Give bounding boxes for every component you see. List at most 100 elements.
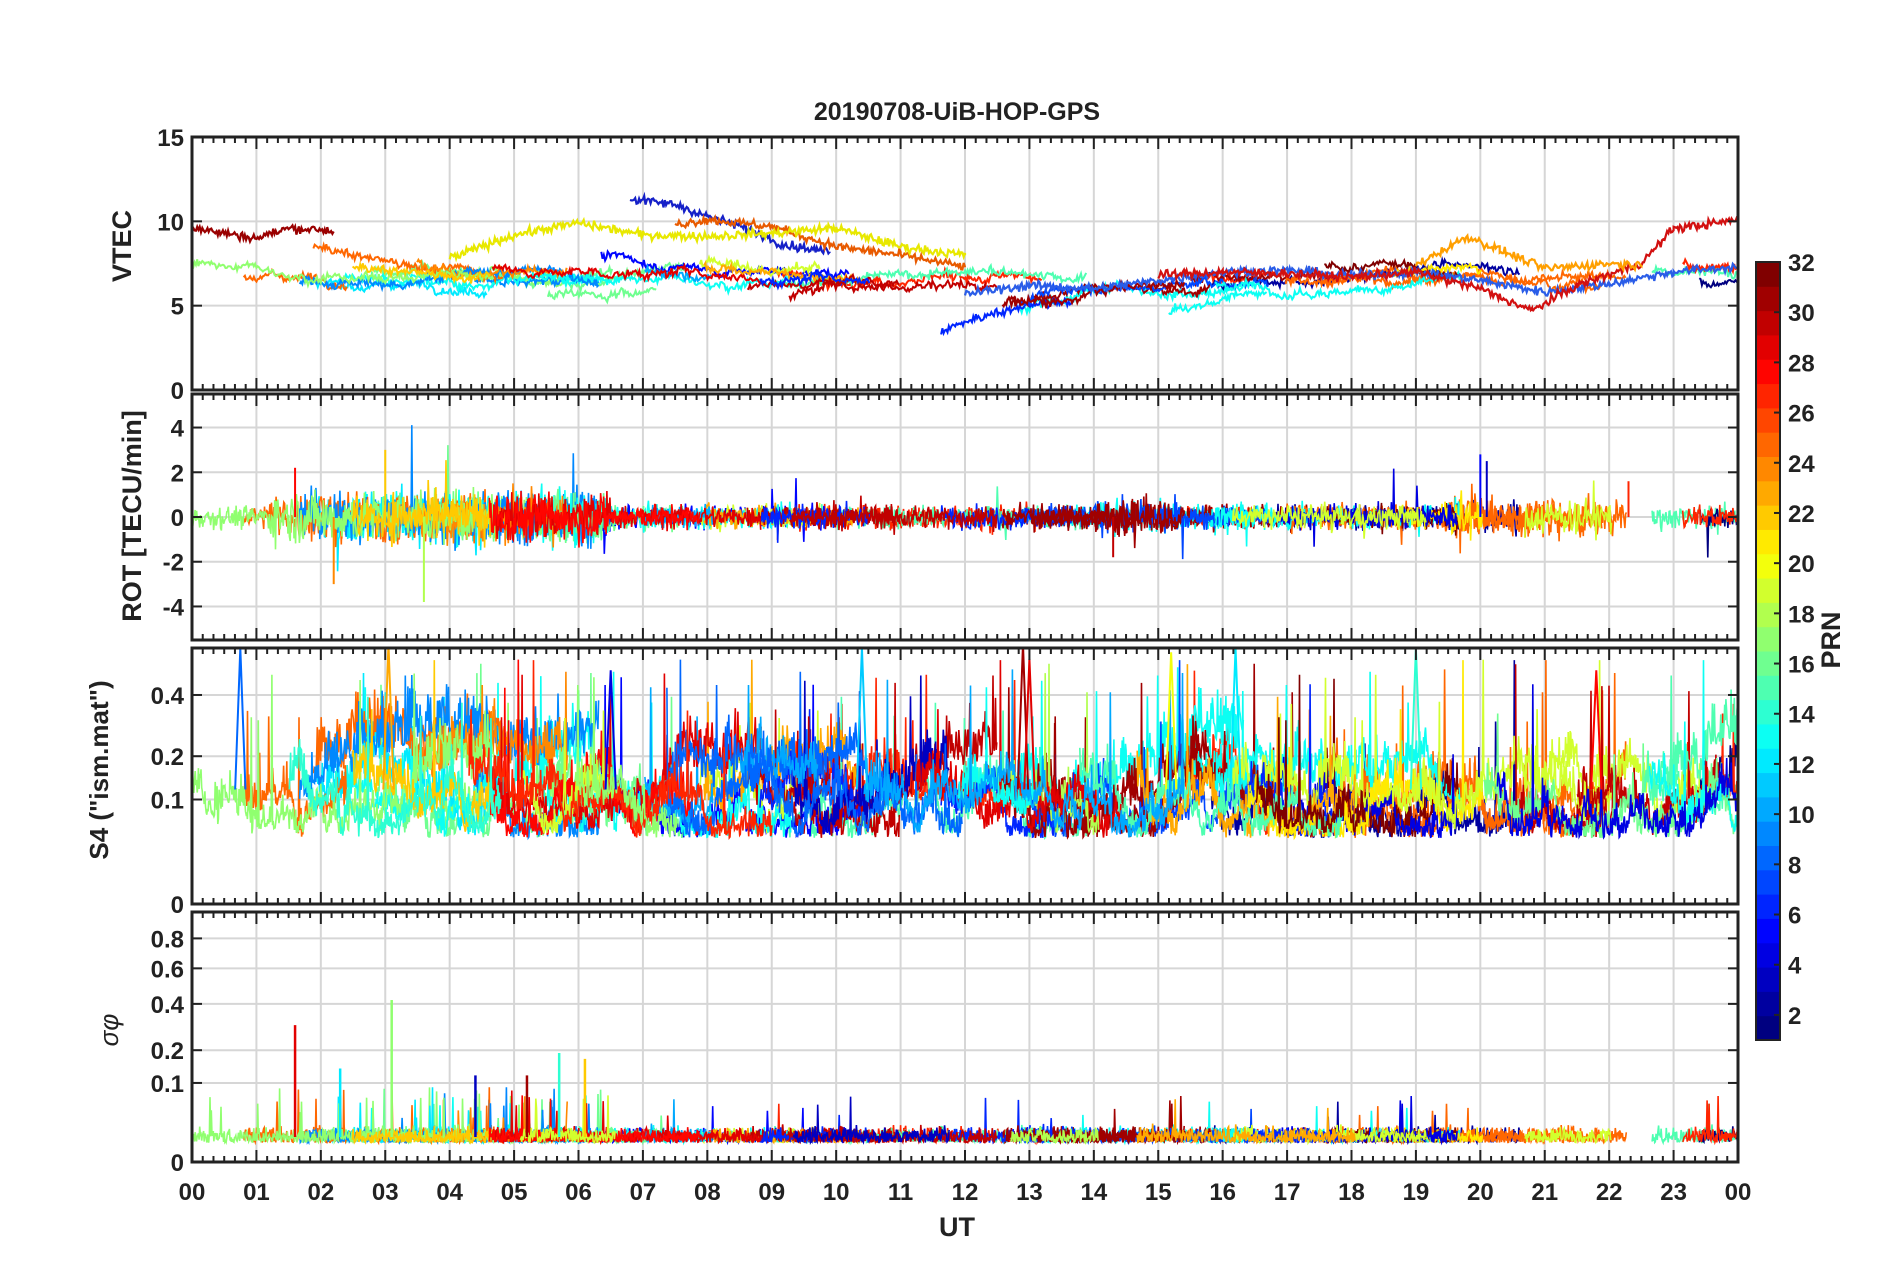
colorbar-segment: [1756, 821, 1780, 846]
x-tick-label: 15: [1145, 1179, 1172, 1206]
colorbar-segment: [1756, 991, 1780, 1017]
y-tick-label: 0.4: [151, 992, 185, 1019]
s4-spike: [1590, 670, 1603, 790]
y-tick-label: 0: [171, 505, 184, 532]
vtec-panel: 0 5 10 15 VTEC: [107, 125, 1740, 405]
rot-series-prn-22: [351, 460, 492, 548]
s4-series-prn-27: [468, 660, 773, 841]
x-tick-label: 14: [1080, 1179, 1107, 1206]
colorbar-segment: [1756, 626, 1780, 652]
colorbar-tick-label: 6: [1788, 903, 1801, 930]
vtec-traces: [192, 191, 1738, 337]
vtec-series-prn-13: [343, 269, 595, 293]
y-tick-label: 15: [157, 125, 184, 152]
x-tick-label: 13: [1016, 1179, 1043, 1206]
x-tick-label: 06: [565, 1179, 592, 1206]
vtec-series-prn-29: [491, 262, 762, 284]
s4-series-prn-8: [666, 659, 888, 838]
colorbar-segment: [1756, 432, 1780, 457]
colorbar-segment: [1756, 918, 1780, 944]
colorbar-tick-label: 12: [1788, 752, 1815, 779]
s4-series-prn-14: [288, 696, 502, 839]
vtec-series-prn-19: [448, 216, 967, 263]
colorbar-tick-label: 18: [1788, 601, 1815, 628]
y-tick-label: 0.4: [151, 683, 185, 710]
vtec-series-prn-31: [192, 222, 335, 245]
colorbar-segment: [1756, 286, 1780, 312]
colorbar-segment: [1756, 262, 1780, 287]
colorbar-segment: [1756, 602, 1780, 628]
x-tick-label: 03: [372, 1179, 399, 1206]
sigma-series-prn-19: [1524, 1125, 1612, 1145]
colorbar-tick-label: 20: [1788, 551, 1815, 578]
y-tick-label: 0: [171, 1150, 184, 1177]
x-axis-label: UT: [939, 1212, 975, 1242]
x-tick-label: 22: [1596, 1179, 1623, 1206]
vtec-series-prn-30: [788, 276, 998, 303]
s4-series-prn-17: [574, 677, 678, 838]
colorbar-segment: [1756, 334, 1780, 360]
x-tick-label: 09: [758, 1179, 785, 1206]
colorbar-segment: [1756, 845, 1780, 871]
sigma-series-prn-27: [1681, 1095, 1738, 1146]
x-tick-label: 19: [1403, 1179, 1430, 1206]
rot-y-ticks: -4 -2 0 2 4: [163, 416, 185, 622]
vtec-series-prn-5: [600, 248, 850, 283]
colorbar-segment: [1756, 310, 1780, 336]
s4-series-prn-21: [1393, 660, 1484, 832]
x-tick-label: 00: [179, 1179, 206, 1206]
rot-traces: [192, 425, 1738, 602]
vtec-series-prn-1: [1698, 277, 1738, 289]
sigma-series-prn-17: [192, 1088, 495, 1146]
x-tick-label: 08: [694, 1179, 721, 1206]
chart-title: 20190708-UiB-HOP-GPS: [814, 98, 1100, 126]
rot-series-prn-31: [1005, 493, 1185, 549]
sigma-traces: [192, 999, 1738, 1146]
axes-frame: [190, 392, 1740, 642]
s4-series-prn-23: [1136, 664, 1357, 839]
sigma-grid: [192, 912, 1738, 1162]
s4-spike: [1164, 652, 1178, 790]
s4-series-prn-3: [792, 675, 950, 835]
sigma-series-prn-19: [519, 1091, 616, 1144]
y-tick-label: 0.6: [151, 956, 184, 983]
x-tick-label: 23: [1660, 1179, 1687, 1206]
x-tick-label: 00: [1725, 1179, 1752, 1206]
sigma-series-prn-3: [792, 1096, 950, 1146]
vtec-series-prn-13: [1214, 269, 1461, 302]
colorbar-segment: [1756, 796, 1780, 822]
sigma-series-prn-18: [1010, 1126, 1100, 1145]
vtec-frame: [190, 135, 1740, 392]
colorbar-segment: [1756, 869, 1780, 895]
x-tick-label: 18: [1338, 1179, 1365, 1206]
s4-spike: [855, 648, 869, 790]
s4-y-label: S4 ("ism.mat"): [84, 680, 114, 859]
x-axis-ticks: 00 01 02 03 04 05 06 07 08 09 10 11 12 13 14 15 16 17 18 19…: [179, 1179, 1752, 1206]
y-tick-label: 0: [171, 378, 184, 405]
s4-spike: [1409, 648, 1423, 790]
sigma-panel: 0 0.1 0.2 0.4 0.6 0.8 σφ: [94, 910, 1740, 1177]
y-tick-label: 0.1: [151, 1071, 184, 1098]
s4-spike: [1229, 648, 1242, 790]
vtec-grid: [192, 137, 1738, 390]
rot-series-prn-4: [1277, 468, 1458, 547]
s4-series-prn-10: [739, 684, 819, 789]
x-tick-label: 17: [1274, 1179, 1301, 1206]
y-tick-label: 2: [171, 460, 184, 487]
vtec-series-prn-13: [1168, 287, 1268, 316]
vtec-series-prn-29: [1157, 215, 1738, 313]
y-tick-label: 10: [157, 209, 184, 236]
colorbar-segment: [1756, 505, 1780, 530]
colorbar-segment: [1756, 383, 1780, 409]
s4-series-prn-4: [1496, 684, 1738, 840]
s4-panel: 0 0.1 0.2 0.4 S4 ("ism.mat"): [84, 646, 1740, 919]
vtec-series-prn-7: [1020, 274, 1270, 307]
s4-frame: [190, 646, 1740, 906]
colorbar-tick-label: 30: [1788, 300, 1815, 327]
vtec-series-prn-32: [1324, 257, 1460, 286]
y-tick-label: -2: [163, 550, 184, 577]
vtec-series-prn-16: [546, 286, 657, 305]
vtec-series-prn-6: [759, 268, 871, 291]
